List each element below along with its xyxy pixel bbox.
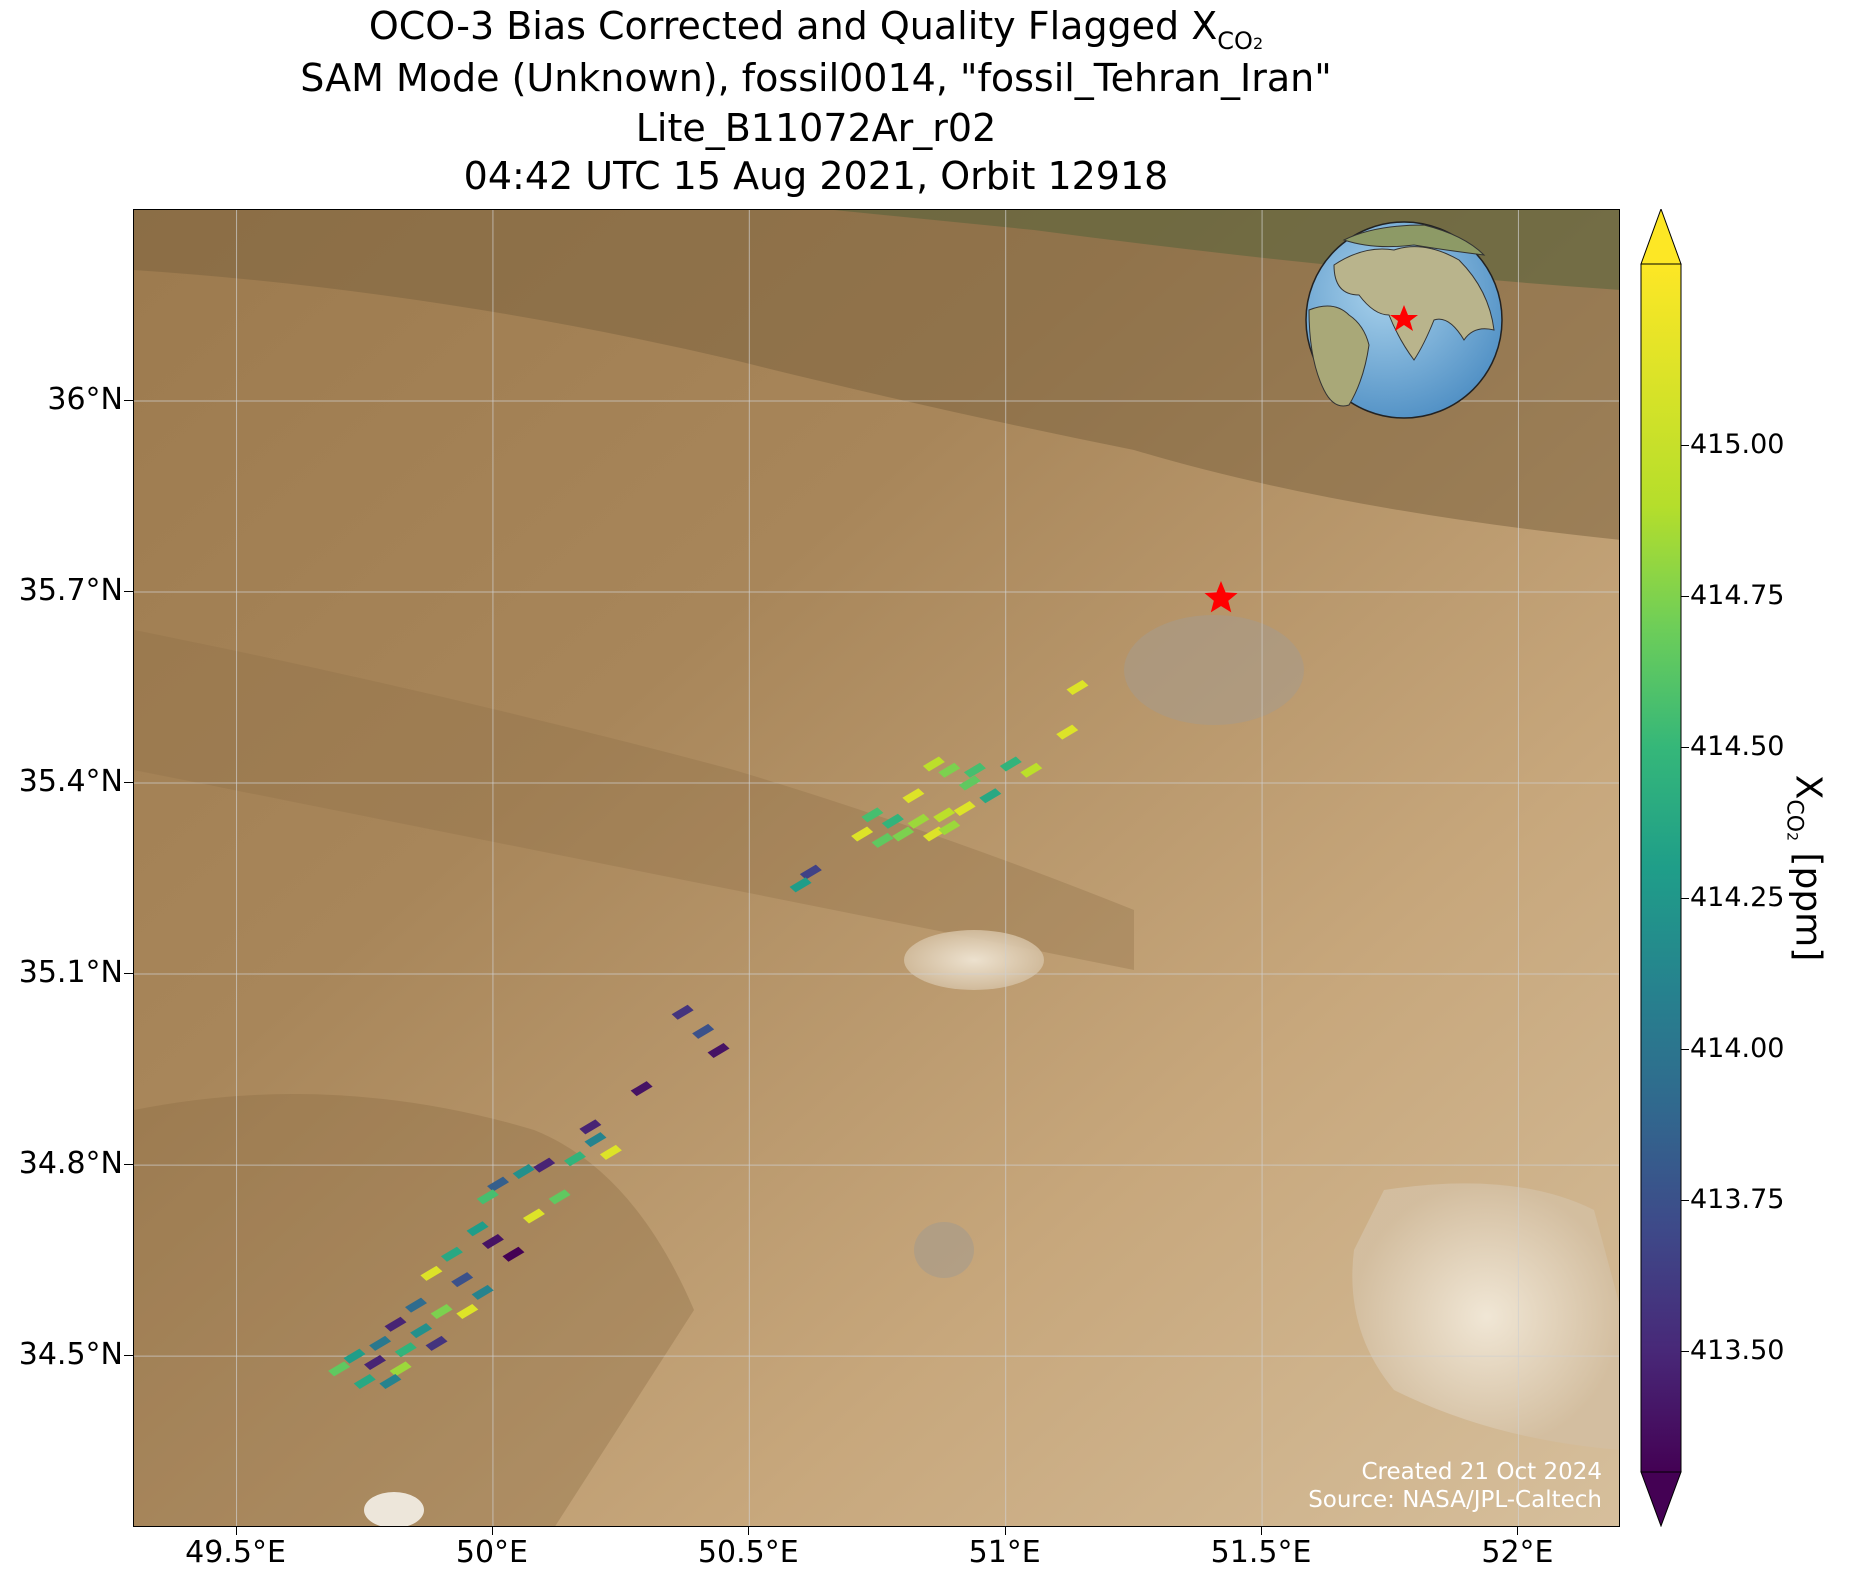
colorbar-tick-mark	[1681, 747, 1689, 748]
colorbar-tick-label: 413.75	[1690, 1185, 1784, 1215]
x-tick-label: 51°E	[969, 1536, 1041, 1570]
colorbar-label-subscript: CO2	[1782, 799, 1807, 841]
colorbar-label-sub-2: 2	[1784, 832, 1800, 841]
colorbar-body	[1641, 264, 1681, 1472]
colorbar-tick-mark	[1681, 898, 1689, 899]
y-tick-mark	[124, 782, 133, 783]
map-canvas	[134, 210, 1620, 1527]
x-tick-mark	[1005, 1527, 1006, 1535]
x-tick-label: 50.5°E	[698, 1536, 799, 1570]
colorbar-tick-label: 414.50	[1690, 732, 1784, 762]
x-tick-mark	[748, 1527, 749, 1535]
y-tick-mark	[124, 400, 133, 401]
map-title-line-2: SAM Mode (Unknown), fossil0014, "fossil_…	[0, 56, 1632, 100]
title-prefix: OCO-3 Bias Corrected and Quality Flagged…	[369, 4, 1217, 48]
x-tick-label: 50°E	[456, 1536, 528, 1570]
colorbar-tick-mark	[1681, 596, 1689, 597]
y-tick-mark	[124, 1355, 133, 1356]
y-tick-mark	[124, 973, 133, 974]
y-tick-label: 34.8°N	[19, 1147, 123, 1181]
x-tick-mark	[1261, 1527, 1262, 1535]
colorbar-label-sub-co: CO	[1782, 799, 1807, 832]
globe-inset	[1306, 222, 1502, 418]
y-tick-label: 36°N	[47, 383, 123, 417]
colorbar-extend-min	[1641, 1472, 1681, 1526]
colorbar-tick-label: 413.50	[1690, 1336, 1784, 1366]
y-tick-label: 35.7°N	[19, 574, 123, 608]
colorbar-tick-mark	[1681, 1049, 1689, 1050]
colorbar-tick-label: 414.75	[1690, 581, 1784, 611]
title-sub-2: 2	[1253, 34, 1263, 53]
y-tick-label: 35.4°N	[19, 765, 123, 799]
title-subscript: CO2	[1217, 27, 1263, 55]
colorbar-tick-mark	[1681, 1200, 1689, 1201]
y-tick-label: 35.1°N	[19, 956, 123, 990]
y-tick-mark	[124, 591, 133, 592]
credit-line-1: Created 21 Oct 2024	[1308, 1458, 1602, 1486]
credit-text: Created 21 Oct 2024 Source: NASA/JPL-Cal…	[1308, 1458, 1602, 1514]
x-tick-label: 51.5°E	[1211, 1536, 1312, 1570]
y-tick-label: 34.5°N	[19, 1338, 123, 1372]
colorbar-label-suffix: [ppm]	[1788, 841, 1829, 961]
colorbar	[1640, 209, 1682, 1527]
map-panel[interactable]	[133, 209, 1620, 1527]
x-tick-mark	[1517, 1527, 1518, 1535]
colorbar-extend-max	[1641, 209, 1681, 264]
colorbar-tick-label: 415.00	[1690, 430, 1784, 460]
x-tick-label: 52°E	[1481, 1536, 1553, 1570]
map-title-line-3: Lite_B11072Ar_r02	[0, 106, 1632, 150]
credit-line-2: Source: NASA/JPL-Caltech	[1308, 1486, 1602, 1514]
colorbar-tick-mark	[1681, 1351, 1689, 1352]
x-tick-mark	[236, 1527, 237, 1535]
y-tick-mark	[124, 1164, 133, 1165]
map-title-line-4: 04:42 UTC 15 Aug 2021, Orbit 12918	[0, 154, 1632, 198]
colorbar-label-prefix: X	[1788, 775, 1829, 800]
title-sub-co: CO	[1217, 27, 1253, 55]
x-tick-mark	[492, 1527, 493, 1535]
colorbar-tick-mark	[1681, 445, 1689, 446]
colorbar-label: XCO2 [ppm]	[1782, 775, 1829, 962]
colorbar-tick-label: 414.25	[1690, 883, 1784, 913]
x-tick-label: 49.5°E	[185, 1536, 286, 1570]
colorbar-tick-label: 414.00	[1690, 1034, 1784, 1064]
